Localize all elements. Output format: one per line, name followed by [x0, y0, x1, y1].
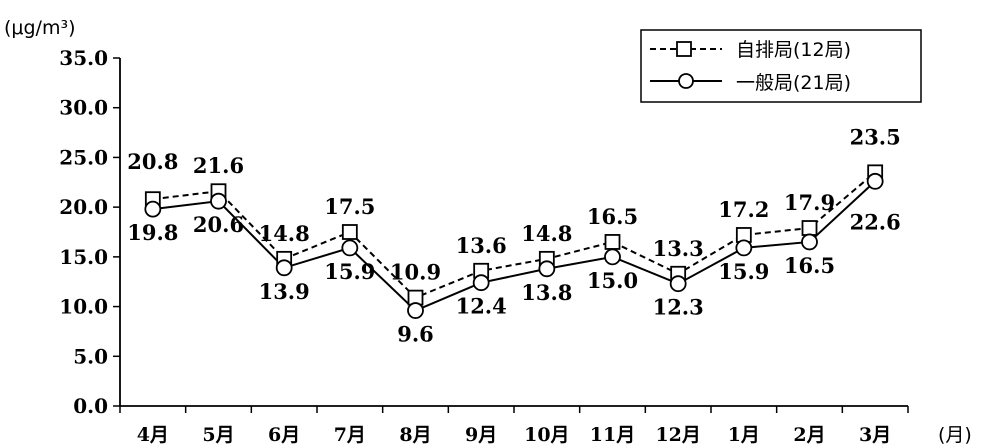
data-label: 13.9: [259, 279, 310, 304]
y-tick-label: 25.0: [59, 145, 108, 169]
x-tick-label: 1月: [728, 424, 760, 446]
data-label: 19.8: [127, 220, 178, 245]
data-label: 14.8: [521, 221, 572, 246]
x-tick-label: 12月: [655, 424, 700, 446]
data-label: 12.3: [653, 295, 704, 320]
data-point-square: [801, 220, 818, 236]
x-tick-label: 7月: [334, 424, 366, 446]
legend-label-ippankyoku: 一般局(21局): [736, 72, 851, 94]
legend: 自排局(12局) 一般局(21局): [640, 29, 922, 103]
legend-circle-marker: [678, 73, 694, 89]
y-tick-label: 15.0: [59, 245, 108, 269]
data-label: 13.6: [456, 233, 507, 258]
data-label: 22.6: [850, 209, 901, 234]
x-tick-label: 8月: [399, 424, 431, 446]
data-label: 13.3: [653, 236, 704, 261]
x-axis-unit: (月): [938, 424, 972, 446]
data-point-circle: [407, 302, 424, 319]
data-point-square: [341, 224, 358, 240]
y-tick-label: 20.0: [59, 195, 108, 219]
data-label: 16.5: [587, 204, 638, 229]
data-label: 10.9: [390, 260, 441, 285]
x-tick-label: 4月: [137, 424, 169, 446]
series-group: [144, 164, 884, 319]
series-line-ippankyoku: [152, 180, 876, 312]
y-tick-label: 0.0: [73, 394, 108, 418]
data-point-circle: [604, 248, 621, 266]
y-tick-label: 35.0: [59, 46, 108, 70]
data-label: 15.9: [324, 259, 375, 284]
x-tick-label: 5月: [202, 424, 234, 446]
axes: [113, 57, 909, 413]
data-label: 9.6: [397, 322, 434, 347]
x-tick-label: 11月: [590, 424, 635, 446]
data-point-circle: [735, 239, 753, 257]
data-label: 14.8: [259, 221, 310, 246]
x-tick-label: 6月: [268, 424, 300, 446]
data-label: 21.6: [193, 153, 244, 178]
y-tick-label: 30.0: [59, 96, 108, 120]
data-point-circle: [210, 192, 227, 210]
data-label: 17.9: [784, 190, 835, 215]
series-line-jihaikyoku: [152, 171, 876, 299]
data-point-circle: [472, 274, 490, 292]
data-label: 20.6: [193, 212, 244, 237]
data-label: 17.5: [324, 194, 375, 219]
x-tick-label: 9月: [465, 424, 497, 446]
x-tick-label: 3月: [859, 424, 891, 446]
data-label: 20.8: [127, 149, 178, 174]
data-label: 16.5: [784, 253, 835, 278]
data-point-circle: [341, 239, 359, 257]
data-point-square: [604, 234, 621, 250]
legend-label-jihaikyoku: 自排局(12局): [736, 39, 851, 61]
data-label: 15.9: [718, 259, 769, 284]
x-tick-labels: 4月 5月 6月 7月 8月 9月 10月 11月 12月 1月 2月 3月: [137, 424, 892, 446]
x-tick-label: 2月: [793, 424, 825, 446]
y-tick-label: 5.0: [73, 344, 108, 368]
data-point-circle: [801, 233, 818, 251]
data-label: 17.2: [718, 197, 769, 222]
x-tick-label: 10月: [524, 424, 569, 446]
data-point-circle: [144, 200, 162, 218]
y-tick-label: 10.0: [59, 295, 108, 319]
data-point-circle: [669, 275, 687, 293]
y-tick-labels: 0.0 5.0 10.0 15.0 20.0 25.0 30.0 35.0: [59, 46, 108, 418]
data-label: 13.8: [521, 280, 572, 305]
y-axis-unit: (μg/m³): [4, 17, 76, 39]
data-label: 12.4: [456, 294, 507, 319]
data-label: 15.0: [587, 268, 638, 293]
legend-square-marker: [676, 41, 692, 57]
data-point-circle: [866, 172, 884, 190]
data-label: 23.5: [850, 124, 901, 149]
data-point-circle: [538, 260, 556, 278]
data-labels: 20.8 21.6 14.8 17.5 10.9 13.6 14.8 16.5 13.3 17.2…: [127, 124, 900, 346]
data-point-circle: [275, 259, 293, 277]
